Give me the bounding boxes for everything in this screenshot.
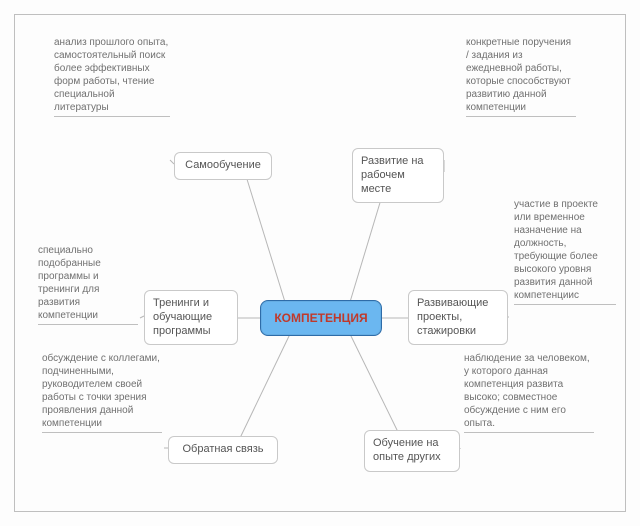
center-label: КОМПЕТЕНЦИЯ [274, 311, 367, 325]
mindmap-canvas: КОМПЕТЕНЦИЯ Самообучение анализ прошлого … [0, 0, 640, 526]
desc-workplace_dev: конкретные поручения / задания из ежедне… [466, 36, 576, 117]
branch-label: Развитие на рабочем месте [361, 155, 435, 196]
desc-others_exp: наблюдение за человеком, у которого данн… [464, 352, 594, 433]
branch-label: Развивающие проекты, стажировки [417, 297, 499, 338]
branch-trainings: Тренинги и обучающие программы [144, 290, 238, 345]
branch-projects: Развивающие проекты, стажировки [408, 290, 508, 345]
branch-label: Самообучение [185, 159, 261, 173]
desc-feedback: обсуждение с коллегами, подчиненными, ру… [42, 352, 162, 433]
branch-self_learning: Самообучение [174, 152, 272, 180]
branch-label: Обучение на опыте других [373, 437, 451, 465]
branch-others_exp: Обучение на опыте других [364, 430, 460, 472]
desc-projects: участие в проекте или временное назначен… [514, 198, 616, 305]
center-node: КОМПЕТЕНЦИЯ [260, 300, 382, 336]
desc-self_learning: анализ прошлого опыта, самостоятельный п… [54, 36, 170, 117]
branch-label: Обратная связь [182, 443, 263, 457]
branch-workplace_dev: Развитие на рабочем месте [352, 148, 444, 203]
branch-label: Тренинги и обучающие программы [153, 297, 229, 338]
branch-feedback: Обратная связь [168, 436, 278, 464]
desc-trainings: специально подобранные программы и трени… [38, 244, 138, 325]
